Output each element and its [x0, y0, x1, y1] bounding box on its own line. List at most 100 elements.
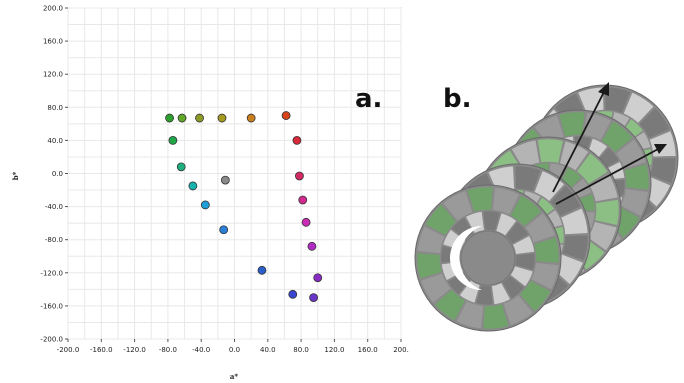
- ring-segment: [482, 303, 510, 330]
- ring-segment: [560, 207, 589, 235]
- data-point: [307, 241, 317, 251]
- data-point: [246, 113, 256, 123]
- data-point: [217, 113, 227, 123]
- ring-slot: [450, 226, 482, 290]
- x-tick-label: 120.0: [324, 346, 344, 354]
- x-tick-label: 40.0: [260, 346, 276, 354]
- data-point: [309, 293, 318, 303]
- scatter-chart: -200.0 -160.0 -120.0 -80.0 -40.0 0.0 40.0 80.0 1…: [11, 5, 409, 382]
- data-point: [313, 273, 323, 283]
- x-tick-label: 80.0: [293, 346, 309, 354]
- data-point: [295, 171, 304, 181]
- y-tick-label: 40.0: [47, 137, 63, 145]
- ring-segment: [482, 210, 501, 232]
- ring-segment: [561, 234, 589, 262]
- data-point: [165, 113, 174, 123]
- x-tick-label: -40.0: [192, 346, 210, 354]
- ring-segment: [615, 138, 647, 170]
- arrow-head: [598, 82, 609, 96]
- data-point: [288, 289, 298, 299]
- y-tick-label: -160.0: [40, 302, 63, 310]
- ring-segment: [537, 138, 564, 164]
- x-tick-label: -80.0: [159, 346, 177, 354]
- ring-segment: [501, 275, 525, 300]
- ring-segment: [530, 262, 560, 291]
- data-point: [301, 217, 311, 227]
- y-tick-label: 0.0: [52, 170, 63, 178]
- data-point: [195, 113, 204, 123]
- y-tick-label: -40.0: [45, 203, 63, 211]
- ring-segment: [524, 212, 556, 244]
- data-point: [168, 135, 178, 145]
- ring-segment: [492, 186, 521, 216]
- y-tick-label: -200.0: [40, 336, 63, 344]
- x-tick-label: 160.0: [358, 346, 378, 354]
- ring-segment: [466, 186, 494, 213]
- y-axis-title: b*: [11, 171, 20, 180]
- arrows: [552, 82, 667, 205]
- data-point: [257, 265, 267, 275]
- ring-segment: [442, 190, 474, 222]
- ring-segment: [465, 211, 485, 234]
- ring-segment: [509, 265, 534, 288]
- x-tick-label: -120.0: [123, 346, 146, 354]
- data-point: [281, 111, 291, 120]
- data-point: [220, 175, 230, 185]
- data-point: [219, 225, 229, 235]
- color-rings-illustration: [414, 82, 679, 332]
- ring-segment: [594, 199, 620, 226]
- data-point: [188, 181, 198, 191]
- y-tick-label: 160.0: [43, 38, 63, 46]
- x-tick-label: -200.0: [57, 346, 80, 354]
- ring-segment: [533, 170, 565, 202]
- x-tick-label: -160.0: [90, 346, 113, 354]
- y-axis-ticks: 200.0 160.0 120.0 80.0 40.0 0.0 -40.0 -80.0 -120…: [40, 5, 68, 344]
- ring-segment: [495, 212, 518, 237]
- y-tick-label: 120.0: [43, 71, 63, 79]
- y-tick-label: 80.0: [47, 104, 63, 112]
- ring-segment: [533, 236, 560, 264]
- panel-label-b: b.: [443, 84, 472, 114]
- ring-segment: [420, 272, 452, 304]
- data-point: [292, 135, 302, 145]
- ring-segment: [576, 152, 609, 185]
- data-point: [298, 195, 308, 205]
- ring-segment: [458, 279, 481, 304]
- ring-segment: [623, 163, 650, 191]
- x-axis-title: a*: [230, 372, 239, 381]
- y-tick-label: -80.0: [45, 236, 63, 244]
- ring-segment: [510, 194, 543, 227]
- arrow-head: [654, 144, 667, 154]
- ring-disc: [414, 184, 562, 332]
- ring-segment: [638, 107, 671, 139]
- x-axis-ticks: -200.0 -160.0 -120.0 -80.0 -40.0 0.0 40.0 80.0 1…: [57, 339, 409, 354]
- data-points: [165, 111, 323, 303]
- ring-segment: [549, 185, 582, 217]
- ring-segment: [601, 120, 634, 153]
- ring-segment: [519, 280, 552, 313]
- arrow-line: [555, 147, 661, 205]
- ring-segment: [424, 203, 457, 236]
- data-point: [176, 162, 186, 172]
- arrow-line: [552, 87, 607, 193]
- ring-segment: [502, 294, 534, 326]
- ring-segment: [514, 165, 542, 193]
- ring-segment: [604, 86, 631, 114]
- ring-segment: [416, 252, 443, 280]
- ring-segment: [512, 235, 535, 255]
- panel-label-a: a.: [355, 84, 382, 114]
- y-tick-label: 200.0: [43, 5, 63, 13]
- y-tick-label: -120.0: [40, 269, 63, 277]
- ring-segment: [491, 282, 511, 305]
- data-point: [177, 113, 187, 123]
- ring-segment: [505, 221, 530, 245]
- x-tick-label: 200.: [393, 346, 409, 354]
- ring-segment: [475, 284, 494, 306]
- data-point: [200, 200, 210, 210]
- grid: [67, 7, 402, 340]
- x-tick-label: 0.0: [229, 346, 240, 354]
- ring-segment: [622, 92, 655, 124]
- ring-segment: [514, 252, 536, 271]
- ring-segment: [455, 300, 484, 330]
